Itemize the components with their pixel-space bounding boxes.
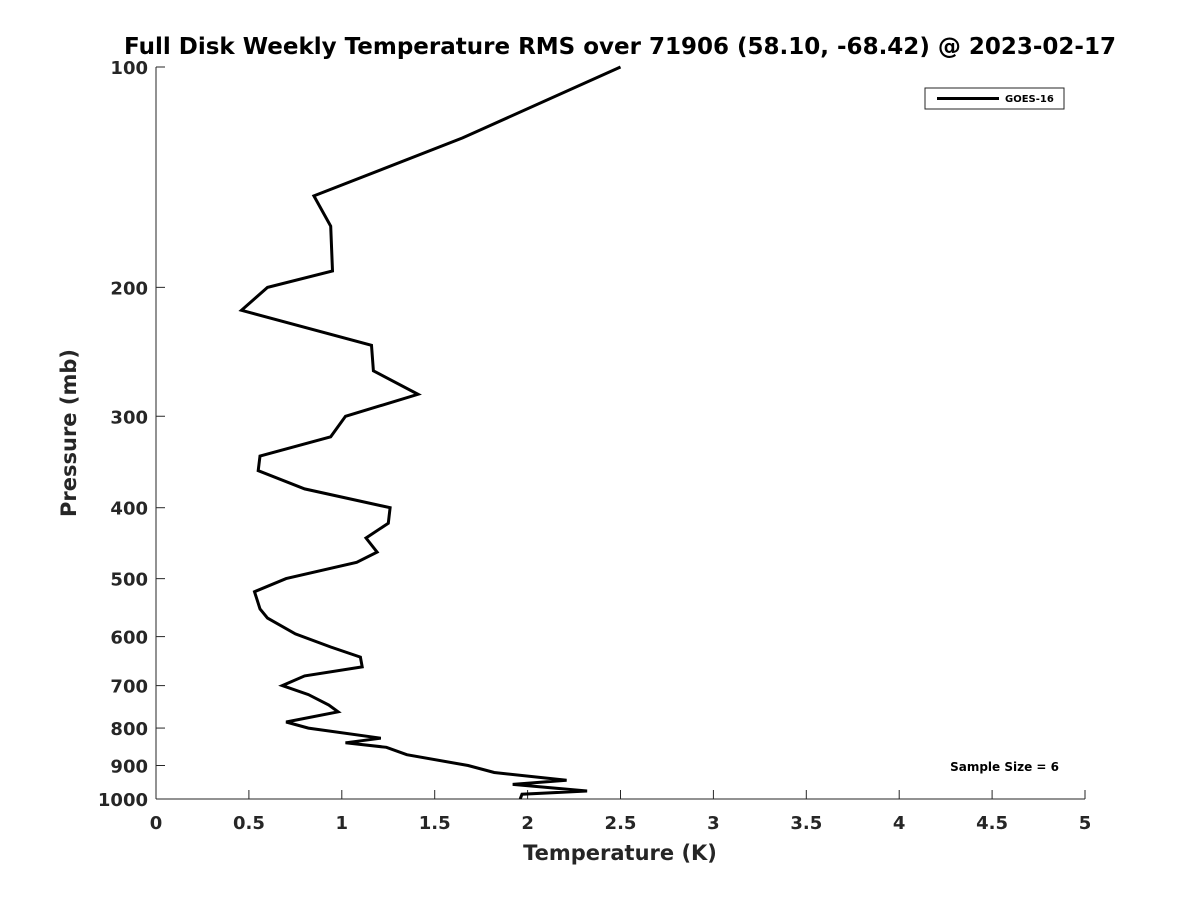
legend: GOES-16 (924, 87, 1065, 110)
x-tick-label: 0 (150, 813, 163, 834)
y-axis-ticks: 100 200 300 400 500 600 700 800 900 1000 (98, 58, 165, 811)
y-tick-label: 800 (110, 719, 148, 740)
y-tick-label: 1000 (98, 790, 148, 811)
y-tick-label: 200 (110, 278, 148, 299)
series-line-goes-16 (238, 65, 622, 800)
x-tick-label: 1 (336, 813, 349, 834)
plot-area: 0 0.5 1 1.5 2 2.5 3 3.5 4 4.5 5 100 200 300 400 500 600… (98, 58, 1091, 834)
x-tick-label: 4.5 (976, 813, 1008, 834)
y-tick-label: 300 (110, 407, 148, 428)
x-tick-label: 2 (521, 813, 534, 834)
y-tick-label: 900 (110, 757, 148, 778)
x-tick-label: 3.5 (790, 813, 822, 834)
x-tick-label: 2.5 (605, 813, 637, 834)
legend-label-goes-16: GOES-16 (1005, 94, 1054, 105)
y-tick-label: 100 (110, 58, 148, 79)
y-tick-label: 700 (110, 677, 148, 698)
y-tick-label: 500 (110, 570, 148, 591)
x-tick-label: 5 (1079, 813, 1092, 834)
chart-title: Full Disk Weekly Temperature RMS over 71… (124, 34, 1116, 60)
x-tick-label: 0.5 (233, 813, 265, 834)
x-tick-label: 4 (893, 813, 906, 834)
x-tick-label: 3 (707, 813, 720, 834)
y-tick-label: 400 (110, 499, 148, 520)
y-tick-label: 600 (110, 628, 148, 649)
x-axis-label: Temperature (K) (523, 841, 717, 865)
y-axis-label: Pressure (mb) (57, 349, 81, 517)
x-tick-label: 1.5 (419, 813, 451, 834)
x-axis-ticks: 0 0.5 1 1.5 2 2.5 3 3.5 4 4.5 5 (150, 790, 1092, 834)
sample-size-annotation: Sample Size = 6 (950, 760, 1059, 774)
